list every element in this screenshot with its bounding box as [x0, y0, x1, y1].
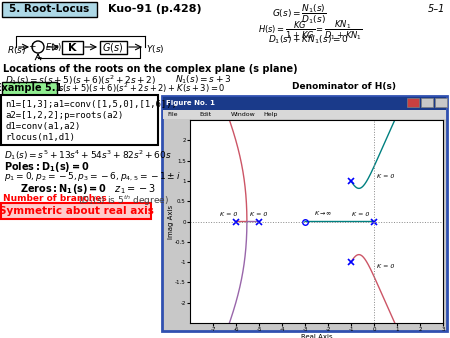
FancyBboxPatch shape: [1, 81, 57, 95]
Text: Denominator of H(s): Denominator of H(s): [292, 82, 396, 91]
Text: 5. Root-Locus: 5. Root-Locus: [9, 4, 89, 14]
Text: K = 0: K = 0: [378, 264, 395, 269]
Text: K = 0: K = 0: [378, 174, 395, 179]
Bar: [435, 98, 447, 107]
FancyBboxPatch shape: [1, 1, 96, 17]
Text: $+$: $+$: [28, 41, 36, 51]
Text: Help: Help: [263, 112, 277, 117]
Text: Window: Window: [231, 112, 256, 117]
Text: Locations of the roots on the complex plane (s plane): Locations of the roots on the complex pl…: [3, 64, 297, 74]
Text: $\mathbf{Poles : D_1(s)=0}$: $\mathbf{Poles : D_1(s)=0}$: [4, 160, 90, 174]
Text: K = 0: K = 0: [220, 213, 238, 217]
Text: $-$: $-$: [35, 51, 43, 60]
Text: $\mathbf{K}$: $\mathbf{K}$: [67, 41, 77, 53]
Text: Symmetric about real axis: Symmetric about real axis: [0, 206, 153, 216]
Text: $E(s)$: $E(s)$: [45, 41, 63, 53]
Bar: [163, 110, 446, 119]
Bar: [407, 98, 419, 107]
Bar: [162, 96, 447, 331]
X-axis label: Real Axis: Real Axis: [301, 334, 332, 338]
Text: K = 0: K = 0: [352, 212, 369, 217]
FancyBboxPatch shape: [99, 41, 126, 53]
FancyBboxPatch shape: [1, 95, 158, 145]
Text: n1=[1,3];a1=conv([1,5,0],[1,6]);: n1=[1,3];a1=conv([1,5,0],[1,6]);: [5, 100, 177, 109]
Text: K = 0: K = 0: [250, 213, 268, 217]
Text: $G(s)=\dfrac{N_1(s)}{D_1(s)}$: $G(s)=\dfrac{N_1(s)}{D_1(s)}$: [272, 2, 327, 26]
Y-axis label: Imag Axis: Imag Axis: [168, 204, 174, 239]
Text: rlocus(n1,d1): rlocus(n1,d1): [5, 133, 75, 142]
Text: $p_1=0, p_2=-5, p_3=-6, p_{4,5}=-1\pm i$: $p_1=0, p_2=-5, p_3=-6, p_{4,5}=-1\pm i$: [4, 170, 181, 183]
Bar: [421, 98, 433, 107]
Text: a2=[1,2,2];p=roots(a2): a2=[1,2,2];p=roots(a2): [5, 111, 123, 120]
Text: $Y(s)$: $Y(s)$: [146, 43, 164, 55]
FancyBboxPatch shape: [1, 203, 151, 219]
Text: 5–1: 5–1: [428, 4, 445, 14]
FancyBboxPatch shape: [62, 41, 82, 53]
Text: $K\rightarrow\infty$: $K\rightarrow\infty$: [314, 209, 333, 217]
Text: File: File: [167, 112, 177, 117]
Text: $G(s)$: $G(s)$: [102, 41, 124, 53]
Bar: [190, 120, 443, 323]
Text: $N_1(s)=s+3$: $N_1(s)=s+3$: [175, 73, 231, 86]
Text: $R(s)$: $R(s)$: [7, 44, 26, 56]
Text: $(D_1(s)$ is $5^{th}$ degree$)$: $(D_1(s)$ is $5^{th}$ degree$)$: [78, 194, 169, 209]
Text: d1=conv(a1,a2): d1=conv(a1,a2): [5, 122, 80, 131]
Text: Kuo-91 (p.428): Kuo-91 (p.428): [108, 4, 202, 14]
Text: $D_1(s)=s^5+13s^4+54s^3+82s^2+60s$: $D_1(s)=s^5+13s^4+54s^3+82s^2+60s$: [4, 148, 172, 162]
Text: $s(s+5)(s+6)(s^2+2s+2)+K(s+3)=0$: $s(s+5)(s+6)(s^2+2s+2)+K(s+3)=0$: [58, 82, 225, 95]
Text: Example 5.1: Example 5.1: [0, 83, 63, 93]
Bar: [163, 97, 446, 110]
Text: $D_1(s)+KN_1(s)=0$: $D_1(s)+KN_1(s)=0$: [268, 34, 349, 47]
Text: $D_1(s)=s(s+5)(s+6)(s^2+2s+2)$: $D_1(s)=s(s+5)(s+6)(s^2+2s+2)$: [5, 73, 157, 87]
Text: $\mathbf{Zeros: N_1(s)=0} \quad z_1=-3$: $\mathbf{Zeros: N_1(s)=0} \quad z_1=-3$: [20, 182, 156, 196]
Text: Figure No. 1: Figure No. 1: [166, 100, 215, 106]
Text: Number of branches: Number of branches: [3, 194, 107, 203]
Text: $H(s)=\dfrac{KG}{1+KG}=\dfrac{KN_1}{D_1+KN_1}$: $H(s)=\dfrac{KG}{1+KG}=\dfrac{KN_1}{D_1+…: [258, 18, 363, 42]
Text: Edit: Edit: [199, 112, 211, 117]
